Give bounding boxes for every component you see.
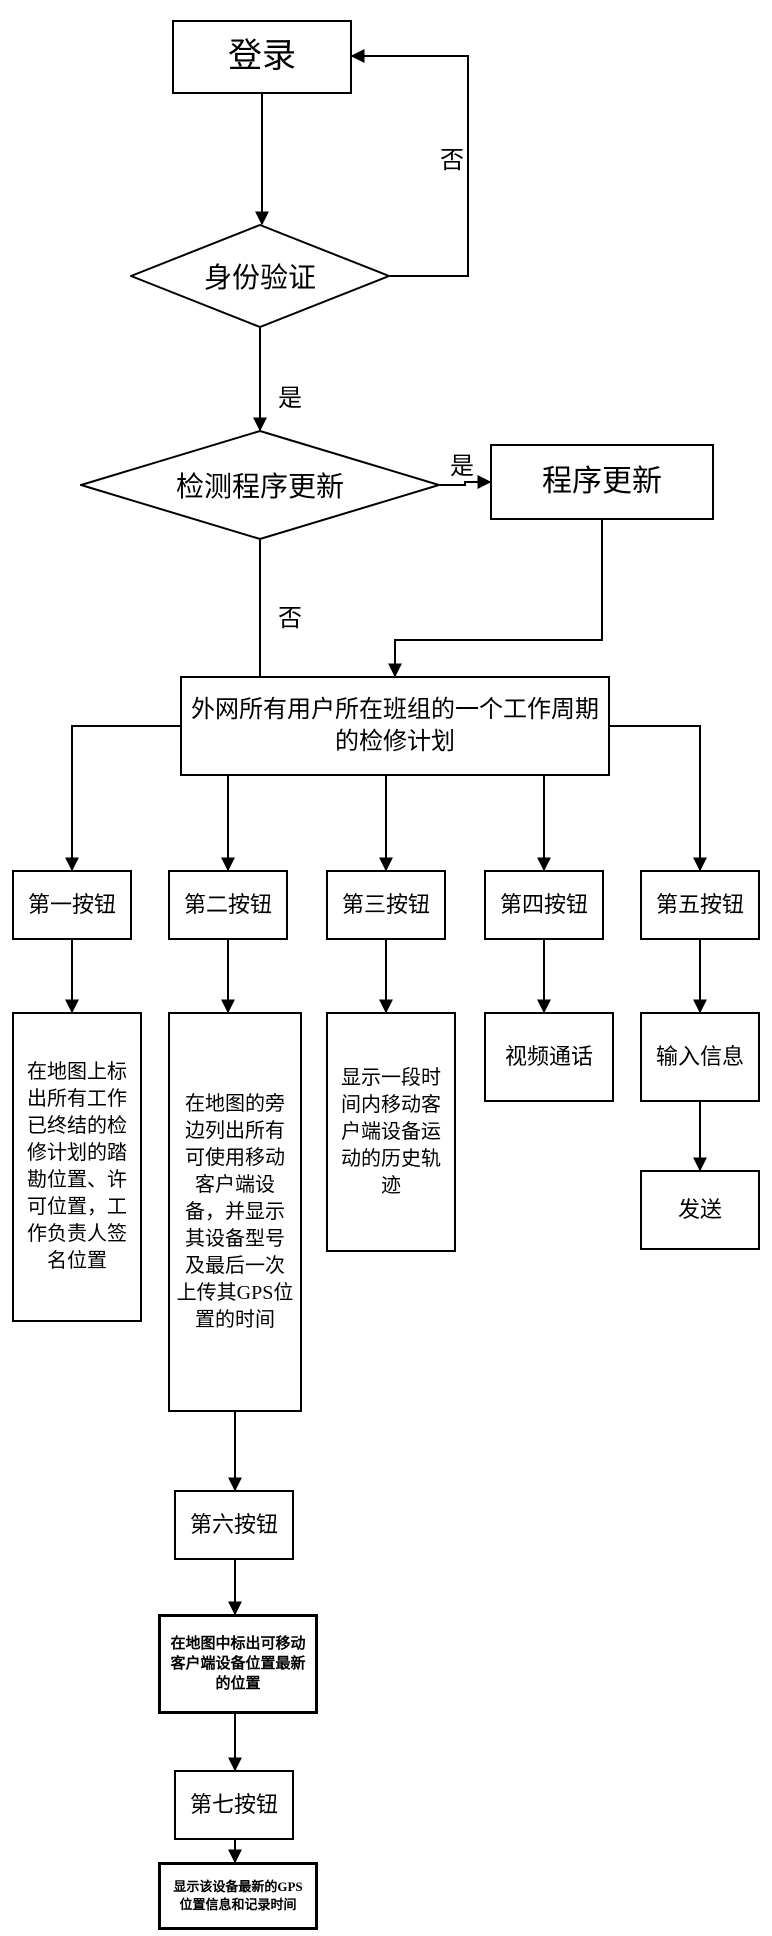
edge-label-no-auth: 否 <box>440 140 464 175</box>
node-btn4: 第四按钮 <box>484 870 604 940</box>
edge-label-yes-update: 是 <box>450 446 474 481</box>
node-act5a: 输入信息 <box>640 1012 760 1102</box>
node-btn1: 第一按钮 <box>12 870 132 940</box>
node-act1: 在地图上标出所有工作已终结的检修计划的踏勘位置、许可位置，工作负责人签名位置 <box>12 1012 142 1322</box>
edge-label-no-update: 否 <box>278 598 302 633</box>
node-btn3: 第三按钮 <box>326 870 446 940</box>
node-act4: 视频通话 <box>484 1012 614 1102</box>
node-auth: 身份验证 <box>130 224 390 328</box>
node-btn2: 第二按钮 <box>168 870 288 940</box>
node-act5b: 发送 <box>640 1170 760 1250</box>
node-plan: 外网所有用户所在班组的一个工作周期的检修计划 <box>180 676 610 776</box>
flowchart-canvas: 否 是 是 否 登录 身份验证 检测程序更新 程序更新 外网所有用户所在班组的一… <box>0 0 772 1936</box>
node-act3: 显示一段时间内移动客户端设备运动的历史轨迹 <box>326 1012 456 1252</box>
node-login: 登录 <box>172 20 352 94</box>
node-act6: 在地图中标出可移动客户端设备位置最新的位置 <box>158 1614 318 1714</box>
node-btn7: 第七按钮 <box>174 1770 294 1840</box>
node-act2: 在地图的旁边列出所有可使用移动客户端设备，并显示其设备型号及最后一次上传其GPS… <box>168 1012 302 1412</box>
node-check-update: 检测程序更新 <box>80 430 440 540</box>
node-btn5: 第五按钮 <box>640 870 760 940</box>
node-btn6: 第六按钮 <box>174 1490 294 1560</box>
edge-label-yes-auth: 是 <box>278 378 302 413</box>
node-act7: 显示该设备最新的GPS位置信息和记录时间 <box>158 1862 318 1930</box>
node-do-update: 程序更新 <box>490 444 714 520</box>
